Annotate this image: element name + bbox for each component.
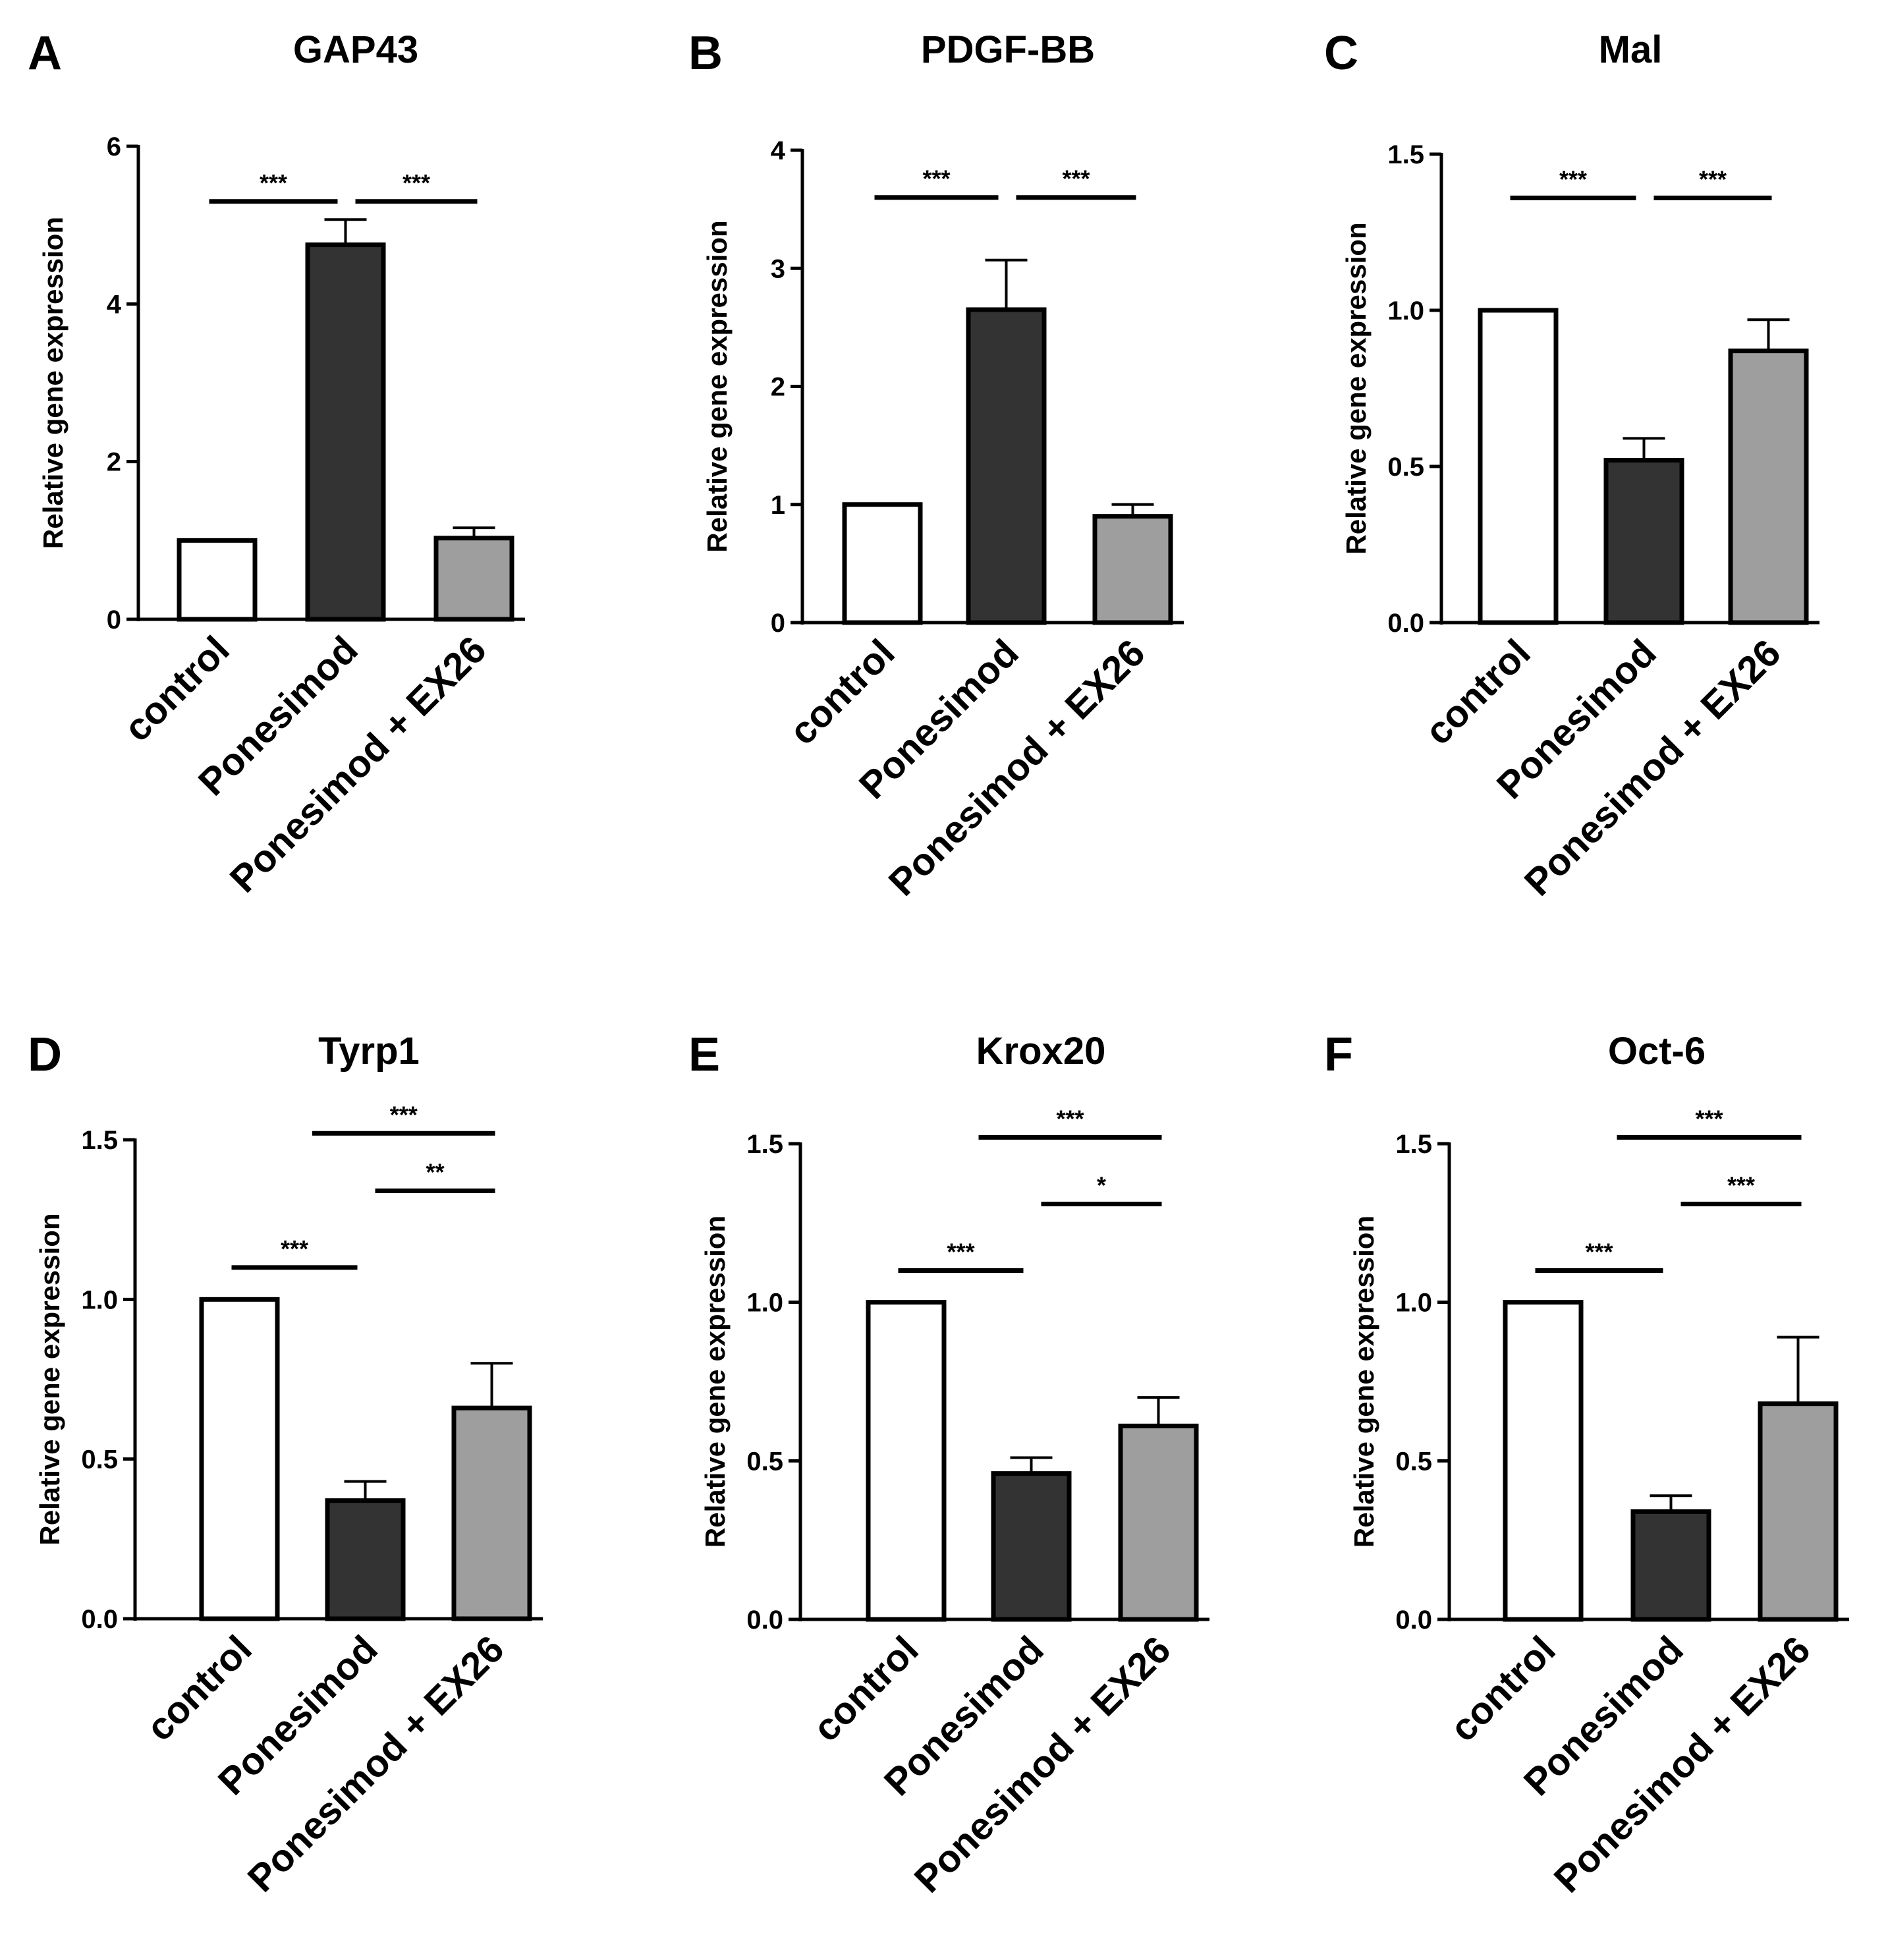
significance-label: *** (922, 165, 950, 192)
y-tick-label: 0 (107, 605, 121, 634)
category-label: control (805, 1628, 927, 1750)
y-tick-label: 1.0 (1387, 296, 1424, 325)
y-tick-label: 4 (771, 136, 786, 165)
bar (451, 1405, 532, 1621)
panel-e: E Krox20 Relative gene expression 0.0 0.5 1.0… (688, 1028, 1209, 1901)
significance-label: *** (1056, 1105, 1084, 1132)
bar (842, 502, 923, 625)
y-tick-label: 0.0 (1387, 609, 1424, 638)
significance-label: *** (1062, 165, 1090, 192)
y-tick-label: 0.5 (81, 1445, 118, 1474)
panel-letter: A (28, 27, 62, 80)
significance-label: ** (426, 1159, 444, 1186)
y-tick-label: 1.5 (81, 1126, 118, 1155)
significance-label: *** (390, 1101, 418, 1128)
category-label: control (116, 628, 238, 750)
y-tick-label: 2 (107, 448, 121, 477)
y-tick-label: 3 (771, 254, 785, 283)
category-label: Ponesimod + EX26 (1546, 1628, 1819, 1901)
significance-label: *** (1727, 1171, 1755, 1198)
chart-title: Tyrp1 (318, 1030, 420, 1073)
panel-letter: D (28, 1028, 62, 1081)
significance-label: *** (260, 169, 287, 196)
y-tick-label: 2 (771, 373, 785, 402)
chart-title: PDGF-BB (921, 28, 1095, 71)
y-axis-label: Relative gene expression (34, 1213, 65, 1545)
significance-label: *** (1695, 1105, 1723, 1132)
panel-letter: F (1324, 1028, 1353, 1081)
bar (1603, 458, 1684, 625)
y-tick-label: 1 (771, 491, 785, 520)
chart-title: Krox20 (976, 1030, 1106, 1073)
bar (1118, 1423, 1199, 1622)
bar (177, 538, 258, 622)
bar (433, 536, 514, 622)
bar (1092, 514, 1173, 625)
y-tick-label: 1.5 (746, 1130, 783, 1159)
bar (991, 1471, 1072, 1622)
y-tick-label: 1.5 (1395, 1130, 1432, 1159)
bar (199, 1297, 280, 1621)
chart-title: GAP43 (293, 28, 418, 71)
significance-label: *** (1559, 165, 1587, 192)
category-label: control (138, 1627, 260, 1749)
y-tick-label: 0.5 (746, 1447, 783, 1476)
panel-c: C Mal Relative gene expression 0.0 0.5 1.0 1.5… (1324, 27, 1819, 904)
y-tick-label: 0.0 (746, 1606, 783, 1635)
y-tick-label: 1.5 (1387, 140, 1424, 169)
chart-title: Oct-6 (1608, 1030, 1706, 1073)
y-tick-label: 1.0 (1395, 1289, 1432, 1318)
y-tick-label: 4 (107, 290, 122, 319)
y-tick-label: 0.5 (1387, 453, 1424, 482)
y-tick-label: 1.0 (81, 1285, 118, 1314)
bar (305, 242, 386, 622)
bar (866, 1300, 947, 1622)
y-tick-label: 0.0 (81, 1605, 118, 1634)
bar (325, 1498, 406, 1621)
significance-label: *** (947, 1239, 974, 1266)
significance-label: *** (403, 169, 430, 196)
y-tick-label: 0.5 (1395, 1447, 1432, 1476)
category-label: Ponesimod + EX26 (881, 631, 1153, 904)
category-label: Ponesimod + EX26 (906, 1628, 1179, 1901)
bar (1630, 1509, 1711, 1622)
panel-letter: E (688, 1028, 720, 1081)
category-label: control (1417, 631, 1539, 753)
bar (1503, 1300, 1584, 1622)
bar (1758, 1401, 1839, 1622)
panel-b: B PDGF-BB Relative gene expression 0 1 2 3 4 con… (688, 27, 1184, 904)
y-tick-label: 6 (107, 132, 121, 161)
bar (1728, 349, 1809, 625)
bar (966, 307, 1047, 625)
y-axis-label: Relative gene expression (700, 1216, 731, 1548)
y-axis-label: Relative gene expression (1341, 222, 1372, 554)
chart-title: Mal (1599, 28, 1663, 71)
panel-letter: B (688, 27, 723, 80)
y-tick-label: 1.0 (746, 1289, 783, 1318)
panel-letter: C (1324, 27, 1358, 80)
bar (1478, 308, 1559, 625)
y-axis-label: Relative gene expression (1348, 1216, 1379, 1548)
significance-label: *** (1699, 165, 1727, 192)
y-tick-label: 0.0 (1395, 1606, 1432, 1635)
panel-d: D Tyrp1 Relative gene expression 0.0 0.5 1.0 1… (28, 1028, 543, 1900)
category-label: control (781, 631, 903, 753)
y-axis-label: Relative gene expression (702, 220, 733, 552)
significance-label: * (1097, 1171, 1106, 1198)
significance-label: *** (281, 1235, 308, 1262)
category-label: control (1442, 1628, 1564, 1750)
significance-label: *** (1585, 1239, 1613, 1266)
category-label: Ponesimod + EX26 (222, 628, 495, 901)
panel-a: A GAP43 Relative gene expression 0 2 4 6 contro… (28, 27, 525, 901)
panel-f: F Oct-6 Relative gene expression 0.0 0.5 1.0 1… (1324, 1028, 1849, 1901)
y-axis-label: Relative gene expression (38, 217, 69, 549)
category-label: Ponesimod + EX26 (240, 1627, 513, 1900)
y-tick-label: 0 (771, 609, 785, 638)
